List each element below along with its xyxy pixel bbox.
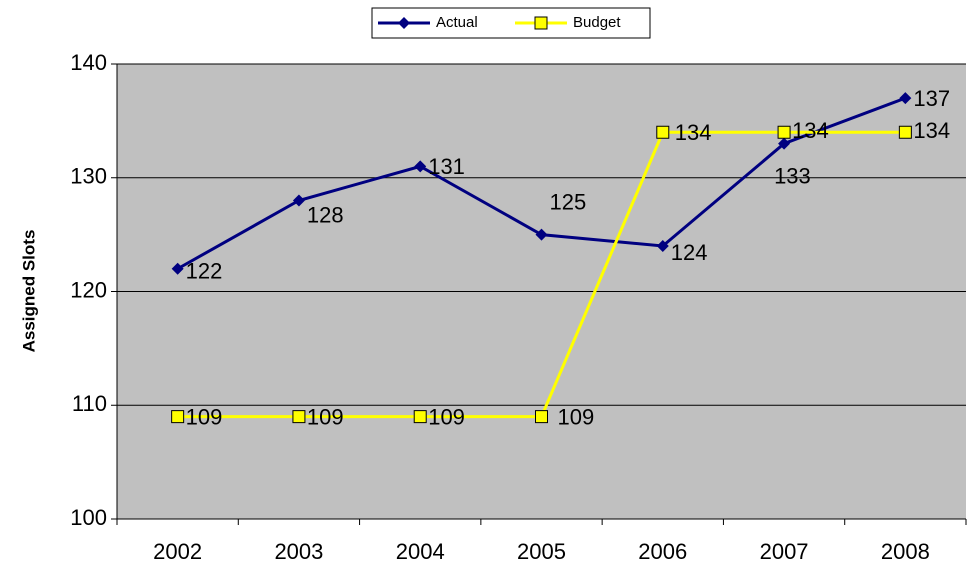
x-tick-label: 2006 bbox=[638, 539, 687, 564]
data-label: 133 bbox=[774, 163, 811, 188]
data-label: 122 bbox=[186, 259, 223, 284]
data-label: 125 bbox=[550, 189, 587, 214]
data-label: 109 bbox=[558, 404, 595, 429]
y-tick-label: 130 bbox=[70, 164, 107, 189]
marker bbox=[535, 228, 548, 241]
marker bbox=[899, 92, 912, 105]
marker bbox=[171, 410, 185, 424]
legend-label: Actual bbox=[436, 14, 478, 31]
marker bbox=[292, 194, 305, 207]
x-tick-label: 2007 bbox=[760, 539, 809, 564]
y-tick-label: 120 bbox=[70, 277, 107, 302]
y-axis-label: Assigned Slots bbox=[19, 230, 38, 353]
data-label: 131 bbox=[428, 154, 465, 179]
x-tick-label: 2003 bbox=[274, 539, 323, 564]
x-tick-label: 2005 bbox=[517, 539, 566, 564]
marker bbox=[656, 125, 670, 139]
data-label: 137 bbox=[913, 86, 950, 111]
data-label: 109 bbox=[186, 404, 223, 429]
y-tick-label: 140 bbox=[70, 50, 107, 75]
marker bbox=[778, 137, 791, 150]
marker bbox=[171, 262, 184, 275]
marker bbox=[414, 160, 427, 173]
x-tick-label: 2008 bbox=[881, 539, 930, 564]
marker bbox=[534, 16, 548, 30]
y-tick-label: 110 bbox=[72, 391, 107, 416]
marker bbox=[898, 125, 912, 139]
legend-label: Budget bbox=[573, 14, 621, 31]
marker bbox=[656, 240, 669, 252]
data-label: 134 bbox=[913, 118, 950, 143]
y-tick-label: 100 bbox=[70, 505, 107, 530]
data-label: 109 bbox=[307, 404, 344, 429]
marker bbox=[777, 125, 791, 139]
marker bbox=[413, 410, 427, 424]
data-label: 109 bbox=[428, 404, 465, 429]
data-label: 124 bbox=[671, 240, 708, 265]
data-label: 128 bbox=[307, 202, 344, 227]
marker bbox=[398, 17, 410, 29]
marker bbox=[292, 410, 306, 424]
x-tick-label: 2002 bbox=[153, 539, 202, 564]
marker bbox=[535, 410, 548, 424]
x-tick-label: 2004 bbox=[396, 539, 445, 564]
data-label: 134 bbox=[675, 120, 712, 145]
data-label: 134 bbox=[792, 118, 829, 143]
